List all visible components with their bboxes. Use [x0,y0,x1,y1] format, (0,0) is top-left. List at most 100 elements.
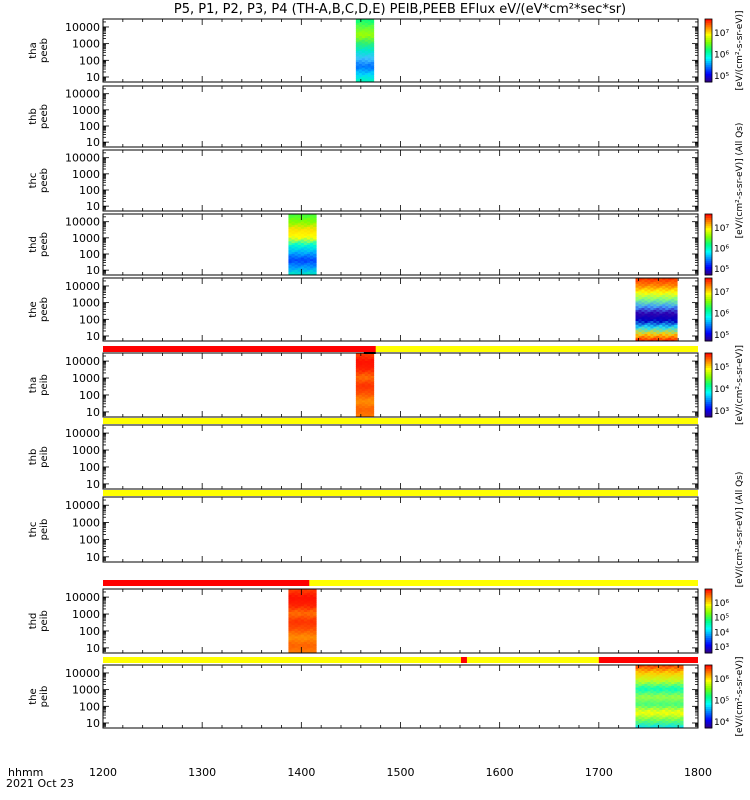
spectrogram-cell [650,329,654,333]
spectrogram-cell [306,630,311,633]
spectrogram-cell [355,356,360,360]
colorbar-cell [705,258,712,262]
spectrogram-cell [291,219,296,222]
spectrogram-cell [300,617,305,620]
spectrogram-cell [313,271,317,274]
spectrogram-cell [650,692,654,696]
spectrogram-cell [650,296,654,299]
colorbar-cell [705,79,712,83]
spectrogram-cell [635,709,639,712]
colorbar-cell [705,35,712,39]
spectrogram-cell [677,698,681,701]
spectrogram-cell [355,63,360,66]
spectrogram-cell [662,713,666,716]
spectrogram-cell [668,318,672,322]
spectrogram-cell [662,287,666,290]
panel-background [103,214,698,275]
spectrogram-cell [647,700,651,703]
spectrogram-cell [294,628,299,631]
spectrogram-block [635,665,684,729]
spectrogram-cell [635,702,639,705]
spectrogram-cell [674,685,678,688]
spectrogram-cell [370,392,375,395]
spectrogram-cell [288,230,292,233]
spectrogram-cell [641,715,645,718]
spectrogram-cell [358,360,363,363]
spectrogram-cell [638,292,642,296]
spectrogram-cell [653,703,657,707]
spectrogram-cell [291,589,296,592]
spectrogram-cell [361,28,366,31]
spectrogram-cell [310,228,314,231]
spectrogram-cell [297,626,302,629]
spectrogram-cell [644,716,648,720]
spectrogram-cell [644,711,648,714]
spectrogram-cell [294,609,299,612]
spectrogram-cell [650,337,654,340]
spectrogram-cell [367,44,372,48]
spectrogram-cell [364,396,369,399]
colorbar-cell [705,252,712,256]
spectrogram-cell [644,670,648,673]
spectrogram-cell [635,694,639,697]
spectrogram-cell [361,72,366,75]
spectrogram-cell [638,339,642,342]
spectrogram-cell [370,385,375,388]
spectrogram-cell [674,702,678,705]
spectrogram-cell [674,692,678,696]
y-tick-label: 100 [79,461,100,474]
spectrogram-cell [358,65,363,68]
spectrogram-cell [291,604,296,607]
colorbar-cell [705,606,712,609]
colorbar-cell [705,397,712,401]
spectrogram-cell [671,679,675,683]
spectrogram-cell [355,54,360,57]
spectrogram-cell [364,371,369,375]
spectrogram-cell [659,715,663,718]
colorbar-cell [705,359,712,363]
spectrogram-cell [294,231,299,235]
spectrogram-cell [364,44,369,48]
spectrogram-cell [674,674,678,677]
spectrogram-cell [303,626,308,629]
spectrogram-cell [370,386,375,390]
spectrogram-cell [677,685,681,688]
spectrogram-cell [641,294,645,297]
colorbar-cell [705,75,712,79]
spectrogram-cell [361,369,366,373]
spectrogram-cell [313,244,317,247]
spectrogram-cell [306,235,311,238]
spectrogram-cell [647,702,651,705]
spectrogram-cell [665,679,669,683]
y-tick-label: 10000 [65,88,100,101]
colorbar-tick-label: 10⁵ [714,697,729,707]
spectrogram-cell [367,369,372,373]
spectrogram-cell [647,292,651,296]
spectrogram-cell [665,692,669,696]
spectrogram-cell [680,713,684,716]
spectrogram-cell [300,257,305,260]
spectrogram-cell [668,707,672,710]
spectrogram-cell [656,689,660,692]
spectrogram-cell [638,698,642,701]
spectrogram-cell [656,309,660,312]
spectrogram-cell [358,56,363,59]
spectrogram-cell [310,230,314,233]
spectrogram-cell [650,687,654,690]
spectrogram-cell [361,394,366,397]
spectrogram-cell [656,333,660,336]
spectrogram-cell [656,703,660,707]
spectrogram-cell [361,409,366,412]
spectrogram-cell [310,264,314,267]
spectrogram-cell [653,331,657,334]
spectrogram-cell [367,362,372,365]
spectrogram-cell [641,694,645,697]
spectrogram-cell [671,685,675,688]
spectrogram-cell [671,302,675,305]
spectrogram-cell [313,613,317,616]
spectrogram-cell [674,287,678,290]
spectrogram-cell [677,689,681,692]
spectrogram-cell [370,394,375,397]
spectrogram-cell [294,255,299,258]
spectrogram-cell [367,364,372,367]
